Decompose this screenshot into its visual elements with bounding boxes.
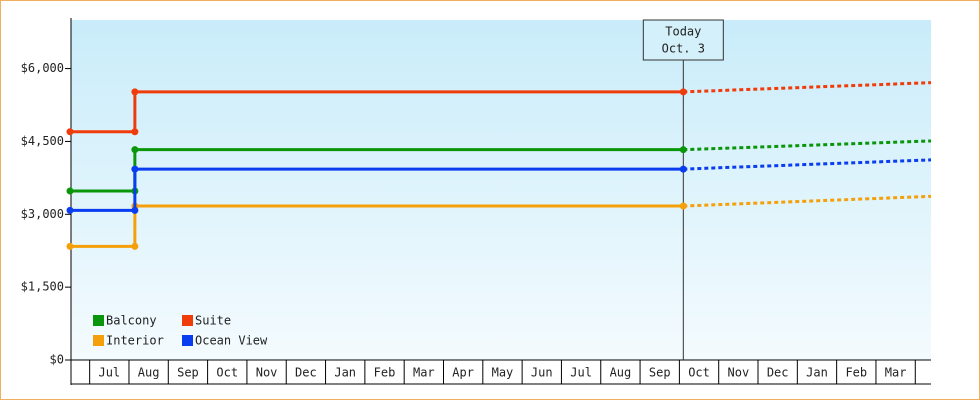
- legend-swatch: [182, 315, 193, 326]
- y-tick-label: $1,500: [21, 280, 64, 294]
- x-tick-label: Oct: [688, 366, 710, 380]
- series-line: [70, 90, 684, 134]
- x-tick-label: Jan: [806, 366, 828, 380]
- legend-label: Suite: [195, 314, 231, 328]
- projection-line: [683, 81, 932, 94]
- x-tick-label: Aug: [138, 366, 160, 380]
- projection-line: [683, 158, 932, 171]
- legend-swatch: [182, 335, 193, 346]
- point: [66, 187, 74, 195]
- today-label: Oct. 3: [662, 42, 705, 56]
- today-box: [642, 19, 724, 61]
- projection-line: [683, 139, 932, 152]
- x-tick-label: Sep: [177, 366, 199, 380]
- x-tick-label: Jan: [334, 366, 356, 380]
- point: [66, 128, 74, 136]
- x-tick-label: Jun: [531, 366, 553, 380]
- x-tick-label: Sep: [649, 366, 671, 380]
- point: [679, 146, 687, 154]
- x-tick-label: Dec: [295, 366, 317, 380]
- x-tick-label: Aug: [610, 366, 632, 380]
- x-tick-label: Mar: [885, 366, 907, 380]
- point: [131, 206, 139, 214]
- x-tick-label: Mar: [413, 366, 435, 380]
- point: [679, 202, 687, 210]
- legend-label: Interior: [106, 334, 164, 348]
- x-tick-label: Apr: [452, 366, 474, 380]
- series-line: [70, 167, 684, 212]
- y-tick-label: $0: [50, 353, 64, 367]
- plot-area: [71, 20, 931, 360]
- point: [131, 242, 139, 250]
- y-tick-label: $4,500: [21, 134, 64, 148]
- x-tick-label: Oct: [216, 366, 238, 380]
- x-tick-label: Feb: [845, 366, 867, 380]
- x-tick-label: Nov: [728, 366, 750, 380]
- point: [131, 165, 139, 173]
- legend-swatch: [93, 335, 104, 346]
- point: [131, 88, 139, 96]
- point: [131, 128, 139, 136]
- point: [66, 206, 74, 214]
- today-label: Today: [665, 25, 701, 39]
- projection-line: [683, 194, 932, 208]
- x-tick-label: Nov: [256, 366, 278, 380]
- y-tick-label: $3,000: [21, 207, 64, 221]
- point: [679, 88, 687, 96]
- point: [66, 242, 74, 250]
- x-tick-label: Jul: [570, 366, 592, 380]
- y-tick-label: $6,000: [21, 61, 64, 75]
- legend-label: Balcony: [106, 314, 157, 328]
- series-line: [70, 204, 684, 248]
- point: [679, 165, 687, 173]
- x-tick-label: Dec: [767, 366, 789, 380]
- legend-label: Ocean View: [195, 334, 268, 348]
- x-tick-label: May: [492, 366, 514, 380]
- x-tick-label: Feb: [374, 366, 396, 380]
- x-tick-label: Jul: [98, 366, 120, 380]
- point: [131, 146, 139, 154]
- legend-swatch: [93, 315, 104, 326]
